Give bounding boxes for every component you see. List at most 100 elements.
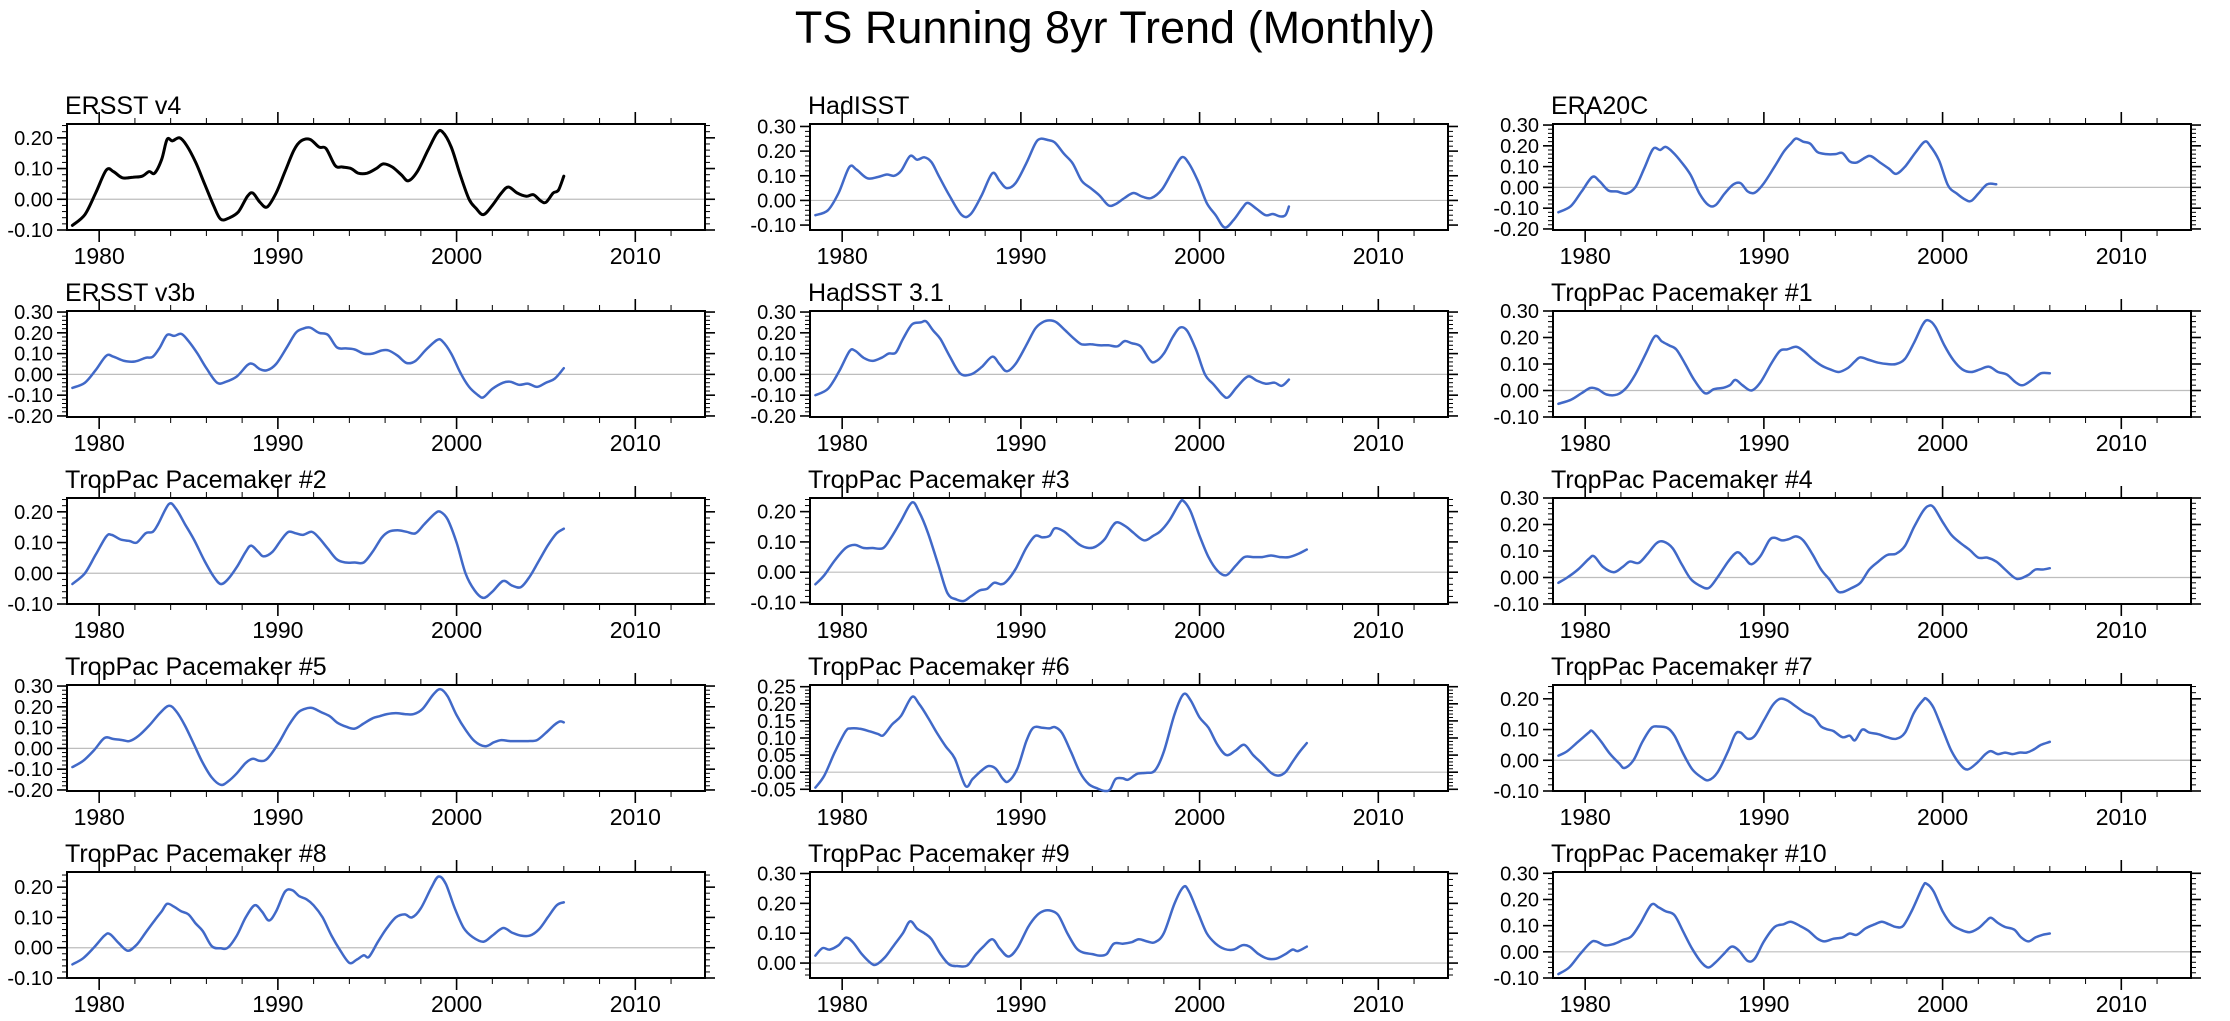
trend-line (71, 687, 566, 787)
x-tick-label: 2010 (1353, 617, 1404, 643)
x-tick-label: 1990 (995, 991, 1046, 1017)
plot-frame (66, 497, 706, 605)
x-tick-label: 1990 (252, 804, 303, 830)
x-tick-label: 2010 (2096, 243, 2147, 269)
x-tick-label: 2000 (431, 617, 482, 643)
x-tick-label: 1990 (252, 991, 303, 1017)
chart-panel: TropPac Pacemaker #3 1980 1990 2000 2010 0.20… (744, 460, 1487, 647)
y-tick-label: -0.20 (7, 406, 53, 428)
y-tick-label: 0.20 (14, 877, 53, 899)
chart-canvas: TropPac Pacemaker #4 1980 1990 2000 2010 0.30… (1493, 466, 2201, 643)
x-tick-label: 2010 (610, 243, 661, 269)
y-tick-label: 0.30 (14, 302, 53, 324)
y-tick-label: -0.10 (1493, 594, 1539, 616)
y-tick-label: -0.20 (750, 406, 796, 428)
chart-panel: ERSST v3b 1980 1990 2000 2010 0.30 0.20 0.10 0.0… (1, 273, 744, 460)
plot-frame (1552, 497, 2192, 605)
page-title: TS Running 8yr Trend (Monthly) (794, 2, 1436, 53)
y-tick-label: 0.20 (757, 502, 796, 524)
trend-line (71, 875, 566, 966)
y-tick-label: 0.00 (757, 562, 796, 584)
y-tick-label: 0.30 (1500, 301, 1539, 323)
x-tick-label: 1980 (817, 991, 868, 1017)
y-tick-label: 0.00 (1500, 942, 1539, 964)
x-tick-label: 2000 (1174, 243, 1225, 269)
trend-line (71, 502, 566, 600)
chart-panel: HadISST 1980 1990 2000 2010 0.30 0.20 0.10 0.00 -… (744, 86, 1487, 273)
panel-title: TropPac Pacemaker #10 (1551, 840, 1827, 868)
x-tick-label: 2010 (1353, 243, 1404, 269)
y-tick-label: 0.10 (757, 344, 796, 366)
y-tick-label: 0.00 (757, 953, 796, 975)
x-tick-label: 1990 (995, 804, 1046, 830)
x-tick-label: 1980 (74, 430, 125, 456)
chart-panel: TropPac Pacemaker #4 1980 1990 2000 2010 0.30… (1487, 460, 2230, 647)
chart-panel: HadSST 3.1 1980 1990 2000 2010 0.30 0.20 0.10 0.… (744, 273, 1487, 460)
panel-title: TropPac Pacemaker #3 (808, 466, 1070, 494)
y-tick-label: 0.10 (14, 907, 53, 929)
x-tick-label: 2000 (431, 243, 482, 269)
y-tick-label: -0.10 (7, 385, 53, 407)
y-tick-label: -0.10 (1493, 407, 1539, 429)
x-tick-label: 1980 (74, 804, 125, 830)
y-tick-label: 0.15 (757, 711, 796, 733)
chart-canvas: TropPac Pacemaker #9 1980 1990 2000 2010 0.30… (757, 840, 1458, 1017)
panel-title: ERA20C (1551, 92, 1648, 120)
panel-title: TropPac Pacemaker #1 (1551, 279, 1813, 307)
trend-line (1557, 504, 2052, 594)
y-tick-label: 0.10 (14, 344, 53, 366)
x-tick-label: 1990 (252, 430, 303, 456)
x-tick-label: 1980 (817, 430, 868, 456)
y-tick-label: -0.20 (7, 780, 53, 802)
y-tick-label: 0.30 (1500, 863, 1539, 885)
y-tick-label: 0.20 (14, 128, 53, 150)
panel-title: ERSST v3b (65, 279, 195, 307)
y-tick-label: 0.30 (1500, 488, 1539, 510)
y-tick-label: 0.00 (757, 190, 796, 212)
plot-frame (66, 123, 706, 231)
y-tick-label: 0.20 (1500, 689, 1539, 711)
x-tick-label: 2010 (610, 804, 661, 830)
y-tick-label: -0.10 (7, 220, 53, 242)
y-tick-label: 0.00 (757, 762, 796, 784)
x-tick-label: 2000 (1174, 991, 1225, 1017)
chart-panel: TropPac Pacemaker #5 1980 1990 2000 2010 0.30… (1, 647, 744, 834)
x-tick-label: 2000 (1917, 617, 1968, 643)
panel-title: TropPac Pacemaker #5 (65, 653, 327, 681)
plot-frame (809, 310, 1449, 418)
panel-title: HadISST (808, 92, 909, 120)
trend-line (70, 128, 566, 227)
chart-canvas: TropPac Pacemaker #10 1980 1990 2000 2010 0.3… (1493, 840, 2201, 1017)
panel-title: TropPac Pacemaker #2 (65, 466, 327, 494)
y-tick-label: 0.20 (1500, 328, 1539, 350)
x-tick-label: 1990 (995, 430, 1046, 456)
x-tick-label: 2000 (431, 430, 482, 456)
y-tick-label: 0.10 (14, 159, 53, 181)
x-tick-label: 1980 (817, 804, 868, 830)
trend-line (814, 319, 1291, 400)
y-tick-label: 0.10 (1500, 157, 1539, 179)
chart-canvas: HadSST 3.1 1980 1990 2000 2010 0.300.200.100.… (750, 279, 1458, 456)
y-tick-label: 0.20 (1500, 515, 1539, 537)
x-tick-label: 1980 (74, 617, 125, 643)
panel-title: TropPac Pacemaker #8 (65, 840, 327, 868)
y-tick-label: -0.05 (750, 779, 796, 801)
x-tick-label: 1980 (1560, 617, 1611, 643)
x-tick-label: 2000 (1917, 804, 1968, 830)
y-tick-label: 0.10 (14, 533, 53, 555)
y-tick-label: 0.20 (14, 323, 53, 345)
y-tick-label: 0.10 (1500, 916, 1539, 938)
x-tick-label: 1980 (1560, 243, 1611, 269)
y-tick-label: 0.00 (1500, 568, 1539, 590)
y-tick-label: 0.10 (757, 166, 796, 188)
plot-frame (1552, 871, 2192, 979)
chart-panel: ERA20C 1980 1990 2000 2010 0.30 0.20 0.10 0.00 -0… (1487, 86, 2230, 273)
chart-canvas: HadISST 1980 1990 2000 2010 0.30 0.20 0.100.00 -… (750, 92, 1458, 269)
x-tick-label: 1990 (252, 243, 303, 269)
chart-panel: TropPac Pacemaker #6 1980 1990 2000 2010 0.25… (744, 647, 1487, 834)
chart-canvas: TropPac Pacemaker #1 1980 1990 2000 2010 0.30… (1493, 279, 2201, 456)
y-tick-label: -0.10 (1493, 781, 1539, 803)
panel-title: TropPac Pacemaker #4 (1551, 466, 1813, 494)
x-tick-label: 2000 (431, 991, 482, 1017)
plot-frame (809, 684, 1449, 792)
